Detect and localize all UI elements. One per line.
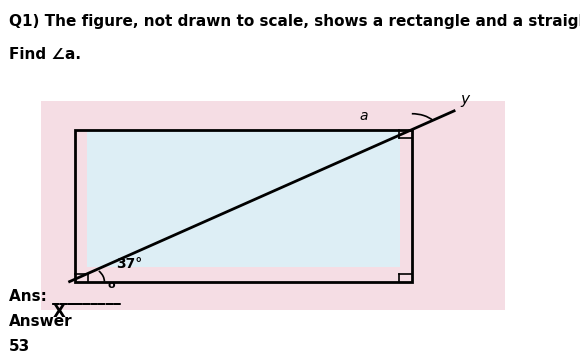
Text: Q1) The figure, not drawn to scale, shows a rectangle and a straight line XY.: Q1) The figure, not drawn to scale, show… (9, 14, 580, 30)
Text: y: y (460, 92, 469, 107)
Bar (75, 130, 412, 282)
Bar (41, 101, 505, 310)
Bar (87, 130, 400, 267)
Text: a: a (360, 109, 368, 123)
Text: Find ∠a.: Find ∠a. (9, 47, 81, 62)
Text: 53: 53 (9, 339, 30, 355)
Text: o: o (107, 280, 115, 290)
Text: 37°: 37° (116, 257, 142, 271)
Text: X: X (52, 303, 65, 321)
Text: Answer: Answer (9, 314, 72, 329)
Text: Ans: _________: Ans: _________ (9, 289, 121, 305)
